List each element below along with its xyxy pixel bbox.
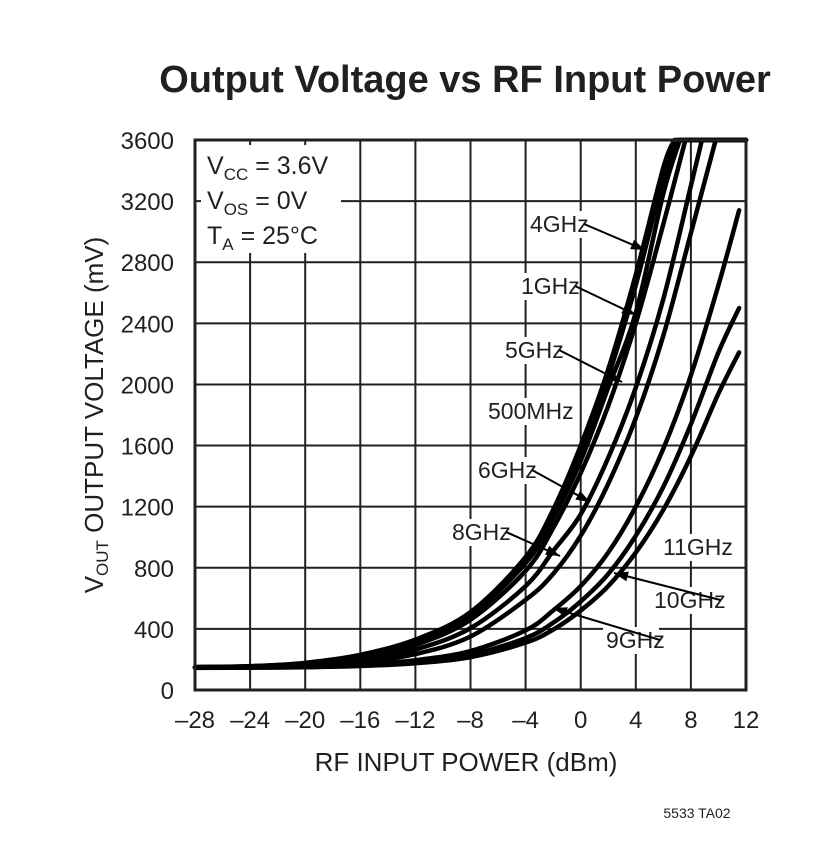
x-axis-label: RF INPUT POWER (dBm) — [315, 747, 618, 777]
x-tick-label: –4 — [512, 707, 539, 734]
arrowhead-icon — [621, 304, 636, 315]
annotation-bg — [527, 211, 583, 238]
condition-line: VOS = 0V — [207, 187, 308, 219]
y-axis-ticks: 0 400 800 1200 1600 2000 2400 2800 3200 3600 — [121, 128, 174, 705]
y-tick-label: 2800 — [121, 250, 174, 277]
chart-title: Output Voltage vs RF Input Power — [159, 59, 771, 101]
annotation-bg — [518, 273, 574, 300]
curve-label: 8GHz — [452, 519, 511, 545]
arrowhead-icon — [545, 545, 560, 556]
curve-annotations: 4GHz 1GHz 5GHz 500MHz 6GHz 8GHz 11GHz 10GHz 9GHz — [449, 211, 733, 654]
curve-label: 4GHz — [530, 211, 589, 237]
arrowhead-icon — [575, 490, 590, 502]
y-tick-label: 1600 — [121, 434, 174, 461]
x-tick-label: 12 — [733, 707, 760, 734]
curves — [192, 137, 749, 671]
annotation-bg — [475, 457, 531, 484]
arrowhead-icon — [630, 239, 645, 250]
curve-label: 10GHz — [654, 587, 726, 613]
annotation-bg — [502, 337, 558, 364]
y-tick-label: 0 — [161, 678, 174, 705]
y-tick-label: 3600 — [121, 128, 174, 155]
condition-line: TA = 25°C — [207, 222, 318, 254]
x-tick-label: 0 — [574, 707, 587, 734]
y-tick-label: 1200 — [121, 495, 174, 522]
curve-label: 5GHz — [505, 337, 564, 363]
x-tick-label: 4 — [629, 707, 642, 734]
x-tick-label: –28 — [175, 707, 215, 734]
curve-label: 11GHz — [663, 534, 733, 560]
y-tick-label: 800 — [134, 556, 174, 583]
annotation-bg — [449, 519, 505, 546]
plot-frame — [193, 138, 748, 692]
curve-label: 6GHz — [478, 457, 537, 483]
curve-label: 9GHz — [606, 627, 665, 653]
annotation-bg — [485, 398, 566, 425]
leader-line — [613, 572, 721, 601]
y-tick-label: 3200 — [121, 189, 174, 216]
y-tick-label: 2000 — [121, 372, 174, 399]
conditions-box — [201, 145, 341, 253]
condition-line: VCC = 3.6V — [207, 152, 328, 184]
curve-label: 1GHz — [521, 273, 580, 299]
curve-label: 500MHz — [488, 398, 574, 424]
arrowhead-icon — [607, 371, 622, 382]
x-tick-label: –12 — [395, 707, 435, 734]
x-tick-label: –24 — [230, 707, 270, 734]
x-tick-label: –16 — [340, 707, 380, 734]
annotation-bg — [660, 534, 729, 561]
arrowhead-icon — [614, 571, 629, 582]
arrowhead-icon — [553, 607, 568, 617]
y-tick-label: 400 — [134, 617, 174, 644]
x-axis-ticks: –28 –24 –20 –16 –12 –8 –4 0 4 8 12 — [175, 707, 759, 734]
x-tick-label: 8 — [684, 707, 697, 734]
figure-id: 5533 TA02 — [663, 805, 730, 821]
leader-line — [552, 607, 661, 641]
curve-11ghz — [192, 350, 742, 671]
x-tick-label: –20 — [285, 707, 325, 734]
y-axis-label: VOUT OUTPUT VOLTAGE (mV) — [79, 237, 112, 594]
y-tick-label: 2400 — [121, 311, 174, 338]
x-tick-label: –8 — [457, 707, 484, 734]
